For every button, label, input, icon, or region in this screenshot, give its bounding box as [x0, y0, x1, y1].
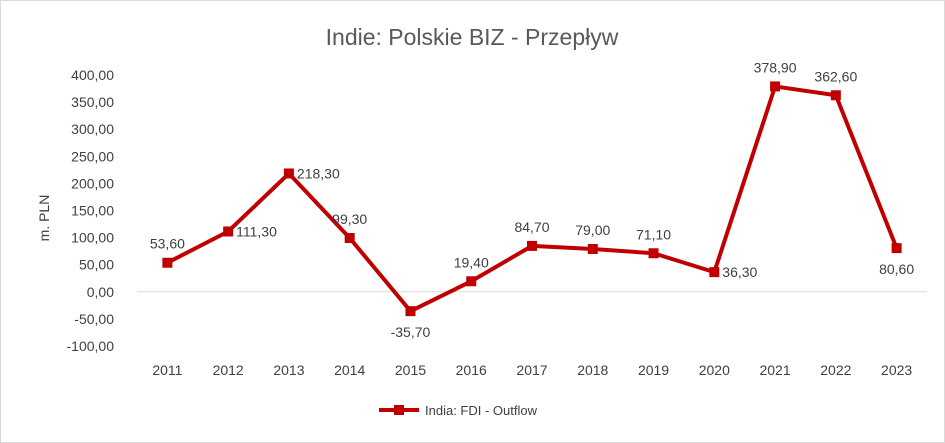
y-tick-label: 150,00	[71, 203, 114, 219]
data-label: 218,30	[297, 165, 340, 181]
data-label: 19,40	[454, 254, 489, 270]
x-tick-label: 2019	[638, 362, 669, 378]
x-tick-label: 2016	[456, 362, 487, 378]
data-point-marker	[587, 243, 598, 254]
data-point-marker	[770, 81, 781, 92]
data-label: 36,30	[722, 264, 757, 280]
data-point-marker	[527, 240, 537, 251]
data-point-marker	[283, 168, 294, 179]
y-tick-label: 50,00	[79, 257, 114, 273]
data-point-marker	[648, 248, 659, 259]
y-tick-label: -100,00	[67, 338, 115, 354]
data-point-marker	[223, 226, 234, 237]
y-tick-label: 250,00	[71, 148, 114, 164]
data-label: 99,30	[332, 211, 367, 227]
x-tick-label: 2015	[395, 362, 426, 378]
y-tick-label: 200,00	[71, 175, 114, 191]
data-point-marker	[466, 276, 477, 287]
x-tick-label: 2021	[759, 362, 790, 378]
data-label: 362,60	[814, 68, 857, 84]
x-tick-label: 2017	[516, 362, 547, 378]
data-label: 378,90	[754, 59, 797, 75]
y-axis-ticks: -100,00 -50,00 0,00 50,00 100,00 150,00 200,00…	[67, 67, 115, 354]
y-tick-label: 0,00	[87, 284, 114, 300]
data-point-marker	[344, 232, 355, 243]
data-labels: 53,60 111,30 218,30 99,30 -35,70 19,40 84,70 79…	[150, 59, 914, 340]
data-point-marker	[891, 243, 902, 254]
y-tick-label: 400,00	[71, 67, 114, 83]
legend-square-marker	[394, 405, 404, 415]
y-tick-label: 100,00	[71, 230, 114, 246]
y-tick-label: 300,00	[71, 121, 114, 137]
x-tick-label: 2013	[273, 362, 304, 378]
x-tick-label: 2023	[881, 362, 912, 378]
data-label: 53,60	[150, 236, 185, 252]
x-tick-label: 2014	[334, 362, 365, 378]
data-label: 111,30	[236, 223, 277, 239]
x-tick-label: 2012	[213, 362, 244, 378]
data-point-marker	[405, 306, 416, 317]
series-line	[166, 84, 899, 314]
legend-label: India: FDI - Outflow	[425, 403, 538, 418]
data-point-marker	[830, 90, 841, 101]
x-tick-label: 2020	[699, 362, 730, 378]
x-tick-label: 2022	[820, 362, 851, 378]
data-point-marker	[709, 267, 720, 278]
data-point-marker	[162, 257, 173, 268]
data-label: 71,10	[636, 226, 671, 242]
x-axis-ticks: 2011 2012 2013 2014 2015 2016 2017 2018 2019 2020…	[152, 362, 912, 378]
data-label: 79,00	[575, 222, 610, 238]
data-label: 84,70	[514, 219, 549, 235]
y-axis-label: m. PLN	[36, 195, 52, 242]
legend: India: FDI - Outflow	[379, 403, 538, 418]
y-tick-label: -50,00	[74, 311, 114, 327]
x-tick-label: 2011	[152, 362, 182, 378]
data-label: -35,70	[391, 324, 431, 340]
series-india-fdi-outflow	[162, 81, 902, 317]
x-tick-label: 2018	[577, 362, 608, 378]
y-tick-label: 350,00	[71, 94, 114, 110]
chart-title: Indie: Polskie BIZ - Przepływ	[326, 24, 619, 50]
data-label: 80,60	[879, 261, 914, 277]
